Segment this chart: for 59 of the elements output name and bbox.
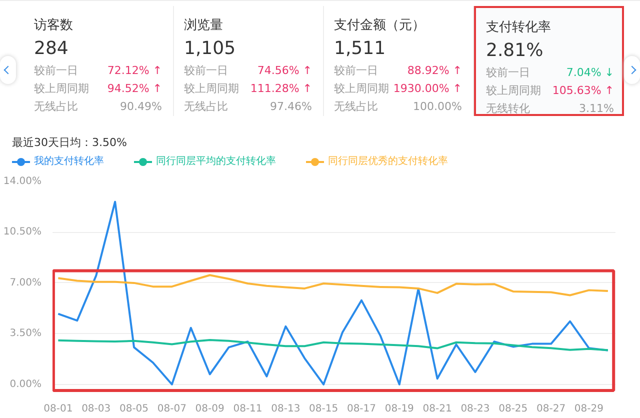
- y-tick-label: 0.00%: [10, 378, 42, 390]
- text: 较上周同期: [184, 81, 239, 97]
- text: 浏览量: [184, 18, 223, 33]
- x-tick-label: 08-13: [271, 404, 300, 414]
- text: 较上周同期: [486, 83, 541, 99]
- x-tick-label: 08-03: [82, 404, 111, 414]
- line-series: [57, 339, 609, 352]
- y-tick-label: 10.50%: [3, 226, 42, 238]
- x-tick-label: 08-21: [422, 404, 452, 414]
- text: 较上周同期: [34, 81, 89, 97]
- line-series: [57, 200, 609, 386]
- text: 1930.00% ↑: [393, 81, 462, 97]
- text: 74.56% ↑: [257, 63, 312, 79]
- text: 较前一日: [334, 63, 378, 79]
- chart-title: 最近30天日均：3.50%: [12, 135, 128, 151]
- text: 100.00%: [413, 99, 462, 115]
- text: 较前一日: [486, 65, 530, 81]
- y-tick-label: 3.50%: [10, 328, 42, 340]
- text: 无线占比: [34, 99, 78, 115]
- line-series: [57, 274, 609, 296]
- text: 88.92% ↑: [407, 63, 462, 79]
- x-tick-label: 08-29: [574, 404, 604, 414]
- x-tick-label: 08-27: [536, 404, 566, 414]
- text: 较前一日: [34, 63, 78, 79]
- text: 支付金额（元）: [334, 18, 425, 33]
- text: 支付转化率: [486, 20, 551, 35]
- x-tick-label: 08-15: [309, 404, 338, 414]
- text: 97.46%: [270, 99, 312, 115]
- x-tick-label: 08-19: [384, 404, 414, 414]
- x-tick-label: 08-01: [44, 404, 73, 414]
- x-tick-label: 08-07: [157, 404, 186, 414]
- text: 284: [34, 38, 68, 59]
- text: 无线占比: [334, 99, 378, 115]
- text: 访客数: [34, 18, 73, 33]
- text: 无线占比: [184, 99, 228, 115]
- text: 1,511: [334, 38, 386, 59]
- text: 较上周同期: [334, 81, 389, 97]
- x-tick-label: 08-17: [346, 404, 376, 414]
- legend-label: 同行同层优秀的支付转化率: [328, 154, 448, 169]
- text: 72.12% ↑: [107, 63, 162, 79]
- legend-label: 同行同层平均的支付转化率: [156, 154, 276, 169]
- text: 94.52% ↑: [107, 81, 162, 97]
- text: 111.28% ↑: [250, 81, 312, 97]
- text: 105.63% ↑: [552, 83, 614, 99]
- y-tick-label: 14.00%: [3, 176, 42, 187]
- legend-label: 我的支付转化率: [34, 154, 104, 169]
- text: 1,105: [184, 38, 236, 59]
- text: 较前一日: [184, 63, 228, 79]
- text: 90.49%: [120, 99, 162, 115]
- x-tick-label: 08-11: [233, 404, 262, 414]
- text: 2.81%: [486, 40, 544, 61]
- text: 无线转化: [486, 101, 530, 117]
- y-tick-label: 7.00%: [10, 277, 42, 288]
- text: 7.04% ↓: [566, 65, 614, 81]
- x-tick-label: 08-23: [460, 404, 490, 414]
- x-tick-label: 08-09: [195, 404, 224, 414]
- x-tick-label: 08-05: [119, 404, 149, 414]
- x-tick-label: 08-25: [498, 404, 528, 414]
- text: 3.11%: [579, 101, 614, 117]
